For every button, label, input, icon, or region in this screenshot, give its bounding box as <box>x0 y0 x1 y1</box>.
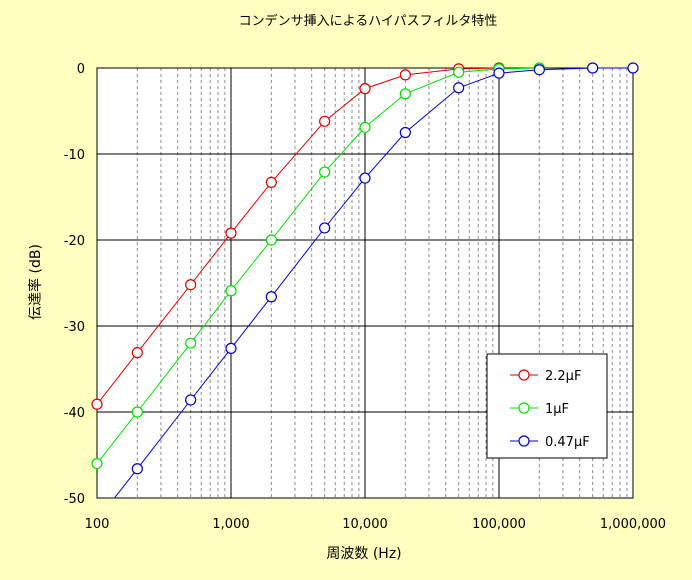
data-point <box>91 458 103 470</box>
legend-label: 0.47μF <box>545 435 590 450</box>
y-tick-label: -40 <box>64 406 85 421</box>
legend-marker <box>518 402 530 414</box>
data-point <box>131 463 143 475</box>
series-line <box>97 67 500 405</box>
x-tick-label: 100 <box>85 517 110 532</box>
data-point <box>265 176 277 188</box>
data-point <box>185 279 197 291</box>
y-tick-label: -50 <box>64 492 85 507</box>
legend-label: 2.2μF <box>545 369 581 384</box>
legend-label: 1μF <box>545 402 569 417</box>
data-point <box>587 62 599 74</box>
y-tick-label: 0 <box>77 62 85 77</box>
data-point <box>493 67 505 79</box>
data-point <box>225 342 237 354</box>
data-point <box>533 64 545 76</box>
legend-marker <box>518 369 530 381</box>
tick-labels: 100 1,000 10,000 100,000 1,000,000 0 -10 -20 -30… <box>64 62 666 532</box>
series-0.47μF <box>113 62 639 498</box>
data-point <box>319 115 331 127</box>
y-tick-label: -10 <box>64 148 85 163</box>
data-point <box>265 234 277 246</box>
legend-box <box>486 353 608 459</box>
y-axis-title: 伝達率 (dB) <box>27 244 44 320</box>
data-point <box>319 222 331 234</box>
x-tick-label: 100,000 <box>472 517 526 532</box>
legend-marker <box>518 435 530 447</box>
x-tick-label: 1,000,000 <box>600 517 666 532</box>
data-point <box>225 285 237 297</box>
chart-title: コンデンサ挿入によるハイパスフィルタ特性 <box>239 13 498 29</box>
data-point <box>131 347 143 359</box>
data-point <box>399 126 411 139</box>
data-point <box>399 88 411 100</box>
plot-frame <box>96 67 634 499</box>
x-axis-title: 周波数 (Hz) <box>326 546 401 562</box>
x-tick-label: 10,000 <box>342 517 388 532</box>
data-point <box>225 227 237 239</box>
data-point <box>319 166 331 178</box>
data-point <box>131 406 143 418</box>
data-point <box>185 337 197 349</box>
data-point <box>91 398 103 410</box>
x-tick-label: 1,000 <box>212 517 249 532</box>
series-layer <box>91 62 639 498</box>
data-point <box>359 172 371 184</box>
data-point <box>265 291 277 303</box>
data-point <box>627 62 639 74</box>
data-point <box>359 121 371 133</box>
data-point <box>399 69 411 81</box>
data-point <box>359 83 371 95</box>
legend: 2.2μF 1μF 0.47μF <box>486 353 608 459</box>
data-point <box>453 82 465 94</box>
data-point <box>185 394 197 406</box>
y-tick-label: -20 <box>64 234 85 249</box>
data-point <box>453 66 465 78</box>
y-tick-label: -30 <box>64 320 85 335</box>
